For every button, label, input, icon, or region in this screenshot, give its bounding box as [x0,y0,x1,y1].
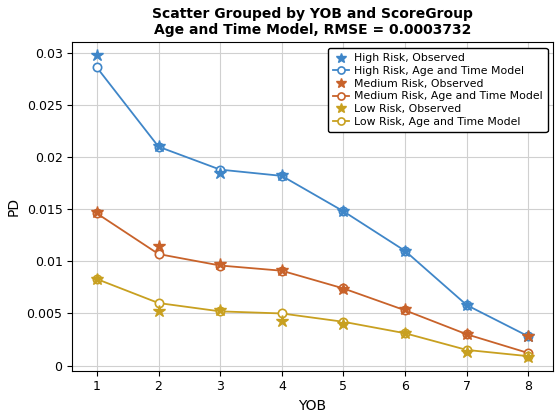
Low Risk, Age and Time Model [217,309,223,314]
High Risk, Age and Time Model [525,334,532,339]
Medium Risk, Observed [340,287,347,292]
High Risk, Observed [94,52,100,58]
Low Risk, Age and Time Model [94,276,100,281]
Medium Risk, Observed [155,243,162,248]
High Risk, Observed [217,170,223,175]
Line: Low Risk, Observed: Low Risk, Observed [91,273,535,363]
Medium Risk, Age and Time Model [94,211,100,216]
Low Risk, Age and Time Model [402,331,408,336]
Low Risk, Age and Time Model [278,311,285,316]
High Risk, Age and Time Model [94,65,100,70]
High Risk, Age and Time Model [278,173,285,178]
Low Risk, Observed [463,349,470,354]
Medium Risk, Age and Time Model [525,351,532,356]
High Risk, Observed [402,248,408,253]
Line: Low Risk, Age and Time Model: Low Risk, Age and Time Model [93,275,533,360]
Medium Risk, Age and Time Model [340,286,347,291]
High Risk, Observed [340,209,347,214]
Line: High Risk, Age and Time Model: High Risk, Age and Time Model [93,63,533,341]
Low Risk, Observed [340,321,347,326]
Low Risk, Observed [278,318,285,323]
Low Risk, Observed [155,309,162,314]
Medium Risk, Age and Time Model [278,268,285,273]
Low Risk, Observed [525,355,532,360]
Medium Risk, Observed [278,267,285,272]
Line: Medium Risk, Age and Time Model: Medium Risk, Age and Time Model [93,209,533,357]
Low Risk, Observed [217,308,223,313]
Low Risk, Observed [94,276,100,281]
Title: Scatter Grouped by YOB and ScoreGroup
Age and Time Model, RMSE = 0.0003732: Scatter Grouped by YOB and ScoreGroup Ag… [152,7,473,37]
High Risk, Age and Time Model [402,248,408,253]
Medium Risk, Age and Time Model [402,308,408,313]
High Risk, Observed [463,302,470,307]
High Risk, Age and Time Model [155,144,162,149]
Medium Risk, Age and Time Model [463,332,470,337]
Medium Risk, Age and Time Model [217,263,223,268]
High Risk, Observed [525,334,532,339]
Y-axis label: PD: PD [7,197,21,216]
Low Risk, Observed [402,331,408,336]
Low Risk, Age and Time Model [155,301,162,306]
Line: Medium Risk, Observed: Medium Risk, Observed [91,206,535,343]
Legend: High Risk, Observed, High Risk, Age and Time Model, Medium Risk, Observed, Mediu: High Risk, Observed, High Risk, Age and … [328,48,548,132]
High Risk, Age and Time Model [463,302,470,307]
High Risk, Observed [278,172,285,177]
Line: High Risk, Observed: High Risk, Observed [91,49,535,343]
High Risk, Observed [155,143,162,148]
Medium Risk, Observed [217,262,223,267]
Medium Risk, Observed [525,334,532,339]
Medium Risk, Observed [94,210,100,215]
Medium Risk, Age and Time Model [155,252,162,257]
Medium Risk, Observed [402,307,408,312]
High Risk, Age and Time Model [217,167,223,172]
Low Risk, Age and Time Model [463,347,470,352]
High Risk, Age and Time Model [340,209,347,214]
Medium Risk, Observed [463,332,470,337]
Low Risk, Age and Time Model [525,354,532,359]
Low Risk, Age and Time Model [340,319,347,324]
X-axis label: YOB: YOB [298,399,326,413]
